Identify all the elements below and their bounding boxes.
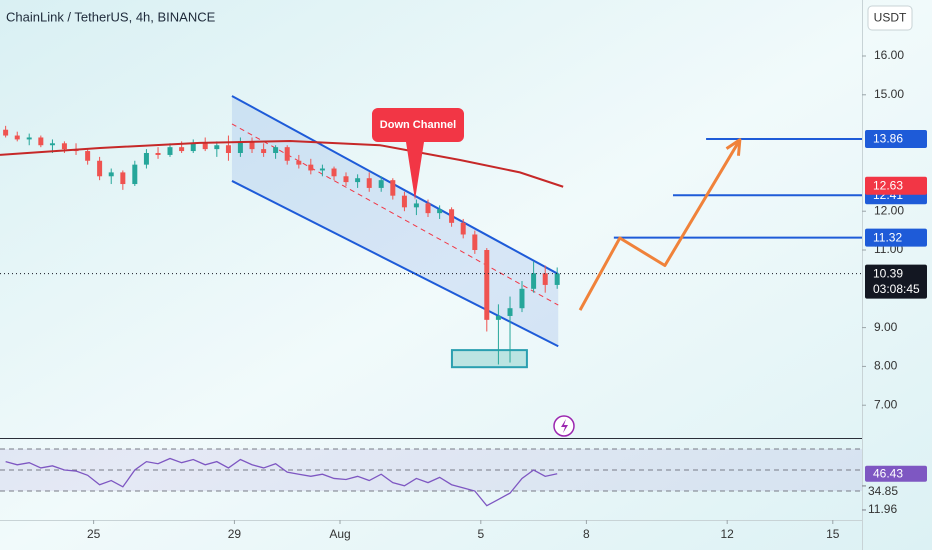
target-label-box bbox=[865, 228, 927, 247]
x-tick-label: 5 bbox=[477, 527, 484, 541]
candle-body bbox=[531, 273, 537, 289]
channel-lower bbox=[231, 180, 559, 348]
candle-body bbox=[143, 152, 149, 165]
candle-body bbox=[214, 145, 220, 150]
candle-body bbox=[120, 172, 126, 185]
currency-button[interactable] bbox=[867, 5, 913, 31]
candle-body bbox=[308, 164, 314, 171]
candle-body bbox=[390, 180, 396, 196]
x-tick-label: 15 bbox=[826, 527, 840, 541]
candle-body bbox=[26, 137, 32, 140]
candle-body bbox=[554, 273, 560, 285]
ma-label: 12.63 bbox=[873, 178, 903, 192]
candle-body bbox=[237, 141, 243, 153]
back-layer bbox=[0, 95, 862, 492]
candle-body bbox=[249, 141, 255, 150]
x-tick-label: Aug bbox=[329, 527, 350, 541]
channel-fill bbox=[231, 95, 559, 347]
target-label: 13.86 bbox=[873, 132, 903, 146]
candle-body bbox=[355, 178, 361, 183]
candle-body bbox=[437, 209, 443, 214]
candle-body bbox=[319, 168, 325, 171]
alert-bolt bbox=[561, 419, 568, 433]
y-tick-label: 9.00 bbox=[874, 320, 898, 334]
candle-body bbox=[519, 288, 525, 309]
candle-body bbox=[472, 234, 478, 251]
candle-body bbox=[155, 152, 161, 155]
candle-body bbox=[202, 143, 208, 150]
countdown: 03:08:45 bbox=[873, 282, 920, 296]
candle-body bbox=[38, 137, 44, 146]
currency-label: USDT bbox=[874, 11, 907, 25]
candle-body bbox=[261, 149, 267, 153]
candle-body bbox=[179, 147, 185, 152]
moving-average bbox=[0, 139, 564, 188]
y-tick-label: 16.00 bbox=[874, 48, 904, 62]
projection-path bbox=[578, 139, 742, 311]
axis-layer: 16.0015.0012.0011.009.008.007.0013.8612.… bbox=[87, 48, 927, 541]
target-label: 11.32 bbox=[873, 230, 902, 244]
candle-body bbox=[97, 160, 103, 177]
annotation-callout: Down Channel bbox=[372, 108, 464, 200]
candle-body bbox=[542, 273, 548, 285]
candle-body bbox=[61, 143, 67, 150]
candle-body bbox=[273, 147, 279, 153]
callout-shape bbox=[372, 108, 464, 200]
candle-body bbox=[225, 145, 231, 153]
y-tick-label: 8.00 bbox=[874, 359, 898, 373]
x-tick-label: 29 bbox=[228, 527, 242, 541]
price-label-box bbox=[865, 264, 927, 299]
rsi-line bbox=[5, 457, 558, 507]
ma-label-box bbox=[865, 176, 927, 195]
x-tick-label: 12 bbox=[721, 527, 735, 541]
candle-body bbox=[331, 168, 337, 177]
candle-body bbox=[49, 143, 55, 146]
candle-body bbox=[495, 315, 501, 320]
rsi-label-box bbox=[865, 465, 927, 482]
candle-body bbox=[401, 195, 407, 208]
projection-arrowhead bbox=[725, 138, 742, 156]
target-label-box bbox=[865, 130, 927, 149]
candle-body bbox=[343, 176, 349, 183]
candle-body bbox=[460, 222, 466, 235]
candle-body bbox=[167, 147, 173, 155]
candle-body bbox=[85, 151, 91, 161]
rsi-band bbox=[0, 449, 862, 492]
support-box bbox=[450, 349, 528, 369]
candle-body bbox=[284, 147, 290, 161]
candle-body bbox=[484, 250, 490, 320]
price-label: 10.39 bbox=[873, 266, 903, 280]
candle-body bbox=[190, 143, 196, 152]
candle-body bbox=[132, 164, 138, 185]
front-layer bbox=[0, 138, 862, 507]
rsi-marker-label: 11.96 bbox=[868, 502, 897, 516]
y-tick-label: 12.00 bbox=[874, 203, 904, 217]
candle-body bbox=[449, 209, 455, 223]
candle-body bbox=[296, 160, 302, 165]
x-tick-label: 8 bbox=[583, 527, 590, 541]
rsi-label: 46.43 bbox=[873, 466, 903, 480]
callout-text: Down Channel bbox=[380, 119, 456, 131]
rsi-marker-label: 34.85 bbox=[868, 484, 898, 498]
chart-title: ChainLink / TetherUS, 4h, BINANCE bbox=[6, 9, 216, 24]
alert-icon[interactable] bbox=[553, 415, 575, 437]
candle-body bbox=[108, 172, 114, 177]
candle-body bbox=[14, 135, 20, 140]
candle-body bbox=[413, 203, 419, 208]
y-tick-label: 15.00 bbox=[874, 87, 904, 101]
candle-body bbox=[507, 308, 513, 316]
x-tick-label: 25 bbox=[87, 527, 101, 541]
y-tick-label: 7.00 bbox=[874, 397, 898, 411]
candle-body bbox=[425, 203, 431, 214]
mid-layer bbox=[3, 95, 560, 369]
candle-body bbox=[378, 180, 384, 188]
candle-body bbox=[366, 178, 372, 188]
candle-body bbox=[3, 129, 9, 136]
